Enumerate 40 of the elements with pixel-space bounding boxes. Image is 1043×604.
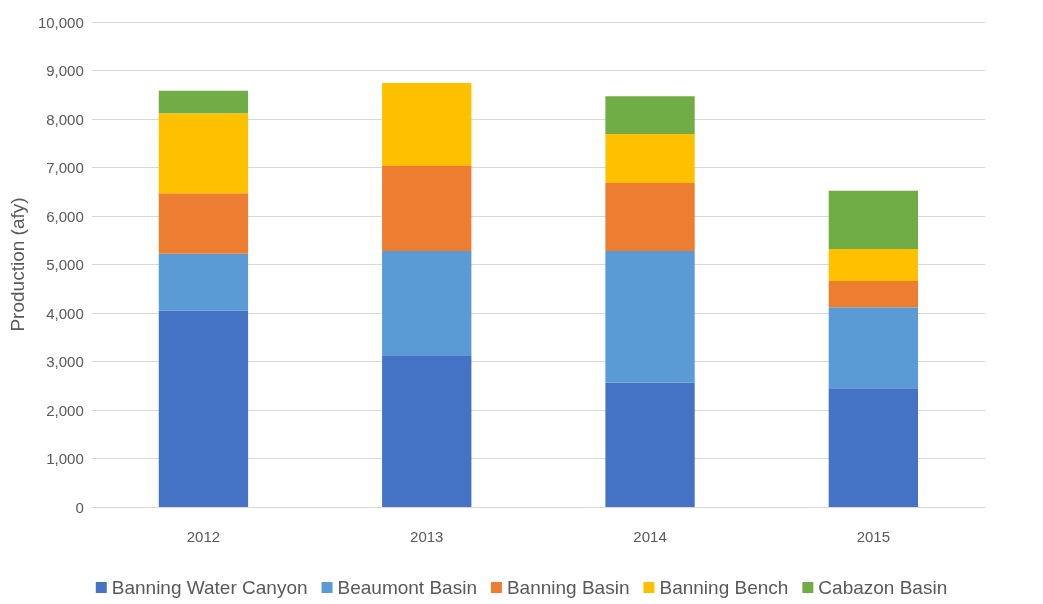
bar <box>605 134 695 184</box>
legend-label: Banning Bench <box>659 577 789 598</box>
y-tick-label: 6,000 <box>46 207 84 225</box>
legend-label: Beaumont Basin <box>337 577 477 598</box>
bar <box>382 355 472 507</box>
bar <box>382 83 472 167</box>
x-tick-label: 2012 <box>186 528 221 545</box>
bar <box>382 166 472 251</box>
y-tick-label: 0 <box>75 498 84 516</box>
bar <box>828 307 919 389</box>
bar <box>605 382 695 507</box>
bar <box>158 253 249 311</box>
y-tick-label: 5,000 <box>46 256 84 273</box>
y-tick-label: 10,000 <box>37 13 84 31</box>
y-tick-label: 1,000 <box>46 450 84 467</box>
legend-label: Banning Basin <box>506 577 630 598</box>
bar <box>605 96 695 135</box>
bar <box>158 113 249 194</box>
y-tick-label: 8,000 <box>46 110 84 128</box>
bar <box>158 90 249 114</box>
x-tick-label: 2015 <box>856 528 891 545</box>
y-tick-label: 4,000 <box>46 304 84 322</box>
bar <box>605 250 695 383</box>
bar <box>828 388 919 507</box>
y-tick-label: 2,000 <box>46 401 84 419</box>
bar <box>605 183 695 251</box>
x-tick-label: 2013 <box>410 528 444 545</box>
bar <box>158 310 249 507</box>
legend-label: Banning Water Canyon <box>111 577 308 598</box>
y-tick-label: 7,000 <box>46 159 84 176</box>
x-tick-label: 2014 <box>633 528 667 545</box>
bar <box>828 190 919 249</box>
bar <box>828 280 919 308</box>
legend-label: Cabazon Basin <box>818 577 948 598</box>
bar <box>382 250 472 356</box>
bar <box>158 193 249 254</box>
y-axis-title: Production (afy) <box>7 197 28 332</box>
y-tick-label: 3,000 <box>46 353 84 370</box>
y-tick-label: 9,000 <box>46 62 84 79</box>
bar <box>828 248 919 281</box>
